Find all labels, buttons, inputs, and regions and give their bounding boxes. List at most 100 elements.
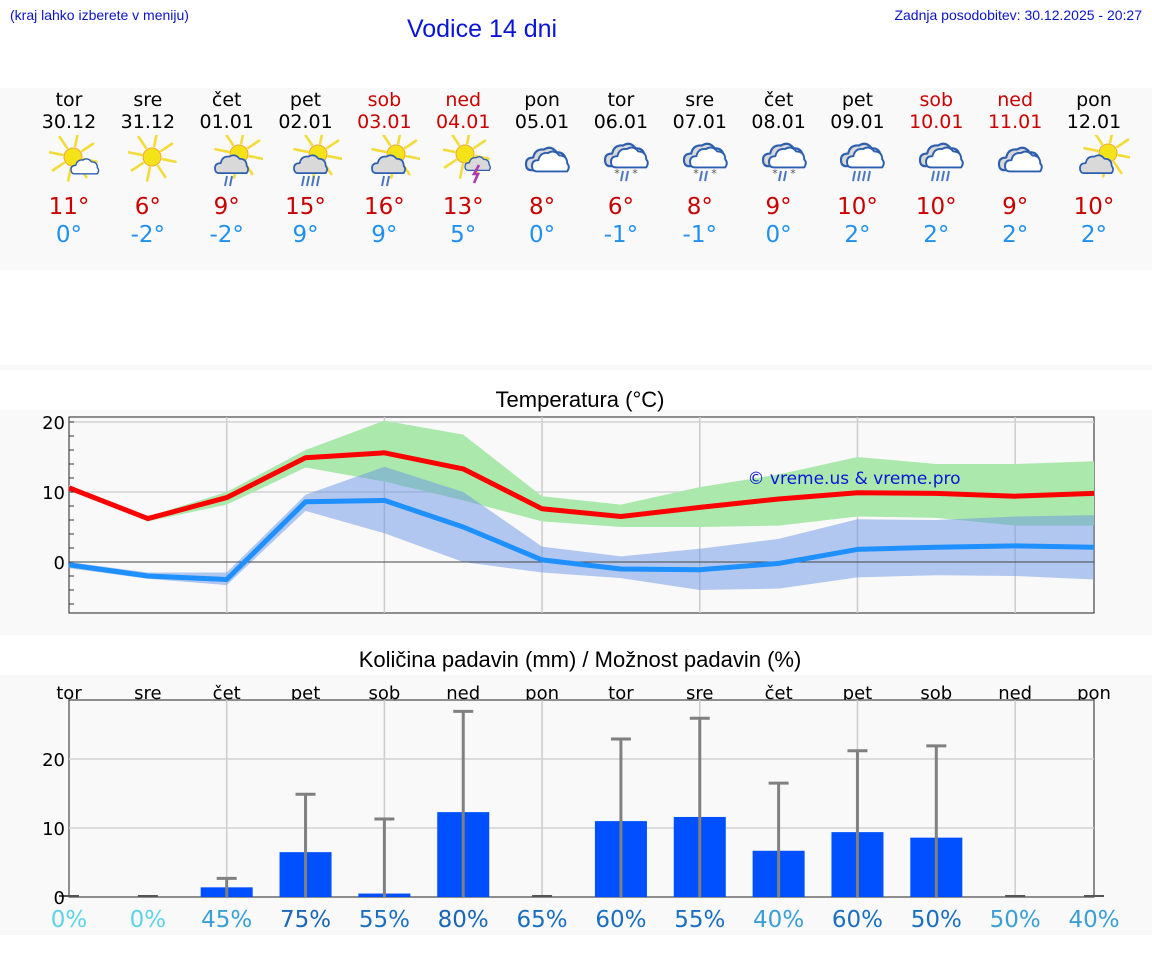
sun-behind-cloud-icon [1055, 133, 1133, 191]
day-date: 11.01 [987, 111, 1043, 133]
min-temperature: 2° [844, 222, 871, 248]
watermark: © vreme.us & vreme.pro [747, 469, 960, 489]
sun-small-cloud-icon [30, 133, 108, 191]
day-column: pet 09.01 10° 2° [818, 88, 896, 249]
max-temperature: 11° [48, 194, 90, 220]
temperature-chart: 0 10 20 © vreme.us & vreme.pro [42, 413, 1095, 614]
max-temperature: 9° [213, 194, 240, 220]
cloud-rain-icon [818, 133, 896, 191]
day-name: pon [524, 89, 560, 111]
day-name: sob [367, 89, 402, 111]
min-temperature: 2° [1002, 222, 1029, 248]
precip-probability: 0% [51, 907, 88, 933]
precip-probability: 50% [990, 907, 1041, 933]
precip-probability: 45% [201, 907, 252, 933]
day-date: 06.01 [593, 111, 649, 133]
min-temperature: -1° [603, 222, 639, 248]
day-name: sre [133, 89, 163, 111]
day-column: pet 02.01 15° 9° [267, 88, 345, 249]
precip-day-label: tor [608, 683, 634, 704]
min-temperature: 2° [1080, 222, 1108, 248]
divider [0, 365, 1152, 370]
min-temperature: 9° [292, 222, 319, 248]
precip-day-label: pet [291, 683, 321, 704]
svg-text:*: * [614, 167, 620, 180]
svg-text:0: 0 [54, 553, 65, 574]
cloudy-icon [503, 133, 581, 191]
max-temperature: 16° [363, 194, 405, 220]
max-temperature: 6° [607, 194, 634, 220]
cloud-rain-icon [897, 133, 975, 191]
sun-cloud-rain-light-icon [188, 133, 266, 191]
svg-text:*: * [693, 167, 699, 180]
min-temperature: 0° [528, 222, 556, 248]
day-column: sob 03.01 16° 9° [345, 88, 423, 249]
day-name: sob [919, 89, 954, 111]
precip-probability: 55% [674, 907, 725, 933]
cloudy-icon [976, 133, 1054, 191]
max-temperature: 15° [285, 194, 326, 220]
day-date: 31.12 [120, 111, 176, 133]
min-temperature: -2° [130, 222, 166, 248]
precip-probability: 55% [359, 907, 410, 933]
precip-day-label: pon [525, 683, 559, 704]
min-temperature: 9° [371, 222, 398, 248]
day-date: 05.01 [514, 111, 570, 133]
svg-text:20: 20 [42, 750, 65, 771]
daily-forecast: tor 30.12 11° 0° sre 31.12 6° -2° čet 01.01 9° -2° p… [0, 88, 1152, 268]
precip-day-label: sre [686, 683, 713, 704]
precip-probability: 75% [280, 907, 331, 933]
day-name: sre [685, 89, 715, 111]
day-column: pon 05.01 8° 0° [503, 88, 581, 249]
max-temperature: 9° [765, 194, 792, 220]
min-temperature: 0° [765, 222, 792, 248]
cloud-sleet-icon: * * [740, 133, 818, 191]
cloud-sleet-icon: * * [582, 133, 660, 191]
precip-day-label: čet [765, 683, 793, 704]
precip-day-label: sre [134, 683, 161, 704]
day-date: 02.01 [278, 111, 333, 133]
last-updated: Zadnja posodobitev: 30.12.2025 - 20:27 [894, 7, 1142, 23]
day-name: čet [211, 89, 242, 111]
max-temperature: 10° [915, 194, 957, 220]
day-date: 08.01 [751, 111, 806, 133]
max-temperature: 10° [1073, 194, 1115, 220]
sun-cloud-rain-light-icon [345, 133, 423, 191]
max-temperature: 8° [528, 194, 556, 220]
day-column: čet 01.01 9° -2° [188, 88, 266, 249]
precip-probability: 60% [595, 907, 646, 933]
day-name: čet [763, 89, 794, 111]
min-temperature: -2° [209, 222, 244, 248]
precip-chart-title: Količina padavin (mm) / Možnost padavin … [358, 647, 802, 672]
day-column: sob 10.01 10° 2° [897, 88, 975, 249]
day-column: ned 04.01 13° 5° [424, 88, 502, 249]
sun-icon [109, 133, 187, 191]
precip-day-label: ned [998, 683, 1032, 704]
precip-day-label: tor [56, 683, 82, 704]
day-column: tor 30.12 11° 0° [30, 88, 108, 249]
min-temperature: 0° [55, 222, 83, 248]
day-name: pet [841, 89, 874, 111]
max-temperature: 9° [1002, 194, 1029, 220]
day-column: sre 07.01 * * 8° -1° [661, 88, 739, 249]
svg-text:*: * [772, 167, 778, 180]
precip-day-label: sob [920, 683, 952, 704]
svg-text:10: 10 [42, 483, 65, 504]
day-name: tor [55, 89, 83, 111]
svg-text:20: 20 [42, 413, 65, 434]
precip-day-label: pon [1077, 683, 1111, 704]
temperature-chart-title: Temperatura (°C) [495, 387, 665, 412]
day-name: tor [607, 89, 635, 111]
day-column: sre 31.12 6° -2° [109, 88, 187, 249]
day-name: ned [445, 89, 482, 111]
location-hint: (kraj lahko izberete v meniju) [10, 7, 189, 23]
day-date: 09.01 [830, 111, 885, 133]
precip-day-label: ned [446, 683, 480, 704]
precip-probability: 40% [753, 907, 804, 933]
day-column: čet 08.01 * * 9° 0° [740, 88, 818, 249]
day-date: 30.12 [41, 111, 97, 133]
precipitation-chart: tor sre čet pet sob ned pon tor sre čet pet sob ned p… [42, 683, 1119, 933]
day-date: 04.01 [436, 111, 491, 133]
precip-day-label: sob [368, 683, 400, 704]
day-column: pon 12.01 10° 2° [1055, 88, 1133, 249]
